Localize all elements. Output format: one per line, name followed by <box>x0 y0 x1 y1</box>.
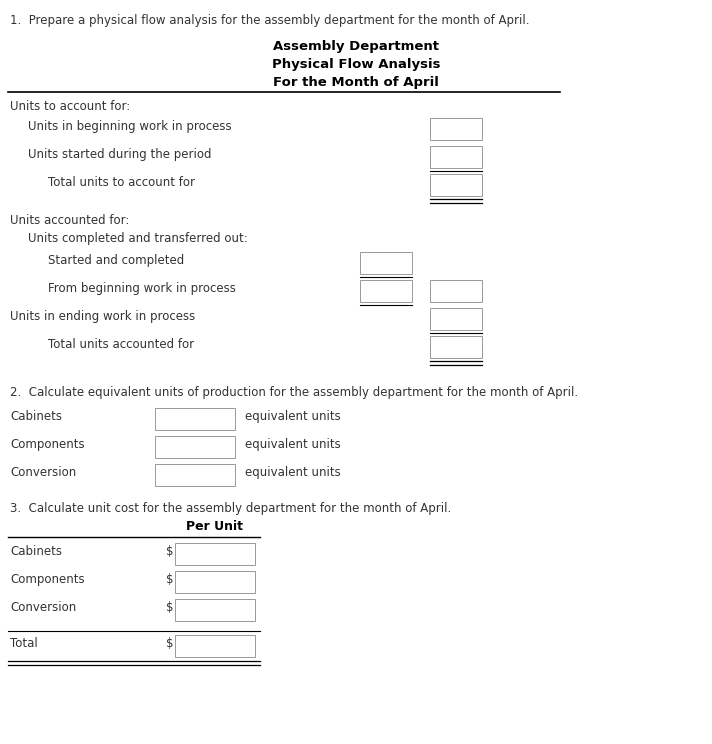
Text: Conversion: Conversion <box>10 601 76 614</box>
Bar <box>360 280 412 302</box>
Text: Units started during the period: Units started during the period <box>28 148 211 161</box>
Text: Conversion: Conversion <box>10 466 76 479</box>
Bar <box>430 146 482 168</box>
Text: equivalent units: equivalent units <box>245 438 341 451</box>
Text: equivalent units: equivalent units <box>245 466 341 479</box>
Text: Units completed and transferred out:: Units completed and transferred out: <box>28 232 248 245</box>
Bar <box>175 635 255 657</box>
Bar <box>360 252 412 274</box>
Text: Cabinets: Cabinets <box>10 410 62 423</box>
Text: $: $ <box>166 573 174 586</box>
Text: 1.  Prepare a physical flow analysis for the assembly department for the month o: 1. Prepare a physical flow analysis for … <box>10 14 530 27</box>
Text: 3.  Calculate unit cost for the assembly department for the month of April.: 3. Calculate unit cost for the assembly … <box>10 502 451 515</box>
Text: Assembly Department: Assembly Department <box>273 40 439 53</box>
Bar <box>175 543 255 565</box>
Text: $: $ <box>166 637 174 650</box>
Text: $: $ <box>166 601 174 614</box>
Text: For the Month of April: For the Month of April <box>273 76 439 89</box>
Text: $: $ <box>166 545 174 558</box>
Bar <box>155 408 235 430</box>
Text: Total: Total <box>10 637 38 650</box>
Text: Per Unit: Per Unit <box>187 520 244 533</box>
Bar <box>175 599 255 621</box>
Bar <box>155 464 235 486</box>
Text: Units in beginning work in process: Units in beginning work in process <box>28 120 231 133</box>
Bar <box>155 436 235 458</box>
Text: equivalent units: equivalent units <box>245 410 341 423</box>
Bar <box>175 571 255 593</box>
Text: Cabinets: Cabinets <box>10 545 62 558</box>
Text: Units accounted for:: Units accounted for: <box>10 214 130 227</box>
Text: From beginning work in process: From beginning work in process <box>48 282 236 295</box>
Text: Started and completed: Started and completed <box>48 254 184 267</box>
Text: Total units to account for: Total units to account for <box>48 176 195 189</box>
Text: 2.  Calculate equivalent units of production for the assembly department for the: 2. Calculate equivalent units of product… <box>10 386 578 399</box>
Text: Components: Components <box>10 438 85 451</box>
Bar <box>430 174 482 196</box>
Text: Physical Flow Analysis: Physical Flow Analysis <box>272 58 440 71</box>
Bar <box>430 308 482 330</box>
Text: Components: Components <box>10 573 85 586</box>
Bar <box>430 336 482 358</box>
Text: Total units accounted for: Total units accounted for <box>48 338 194 351</box>
Text: Units to account for:: Units to account for: <box>10 100 130 113</box>
Bar <box>430 118 482 140</box>
Bar <box>430 280 482 302</box>
Text: Units in ending work in process: Units in ending work in process <box>10 310 195 323</box>
